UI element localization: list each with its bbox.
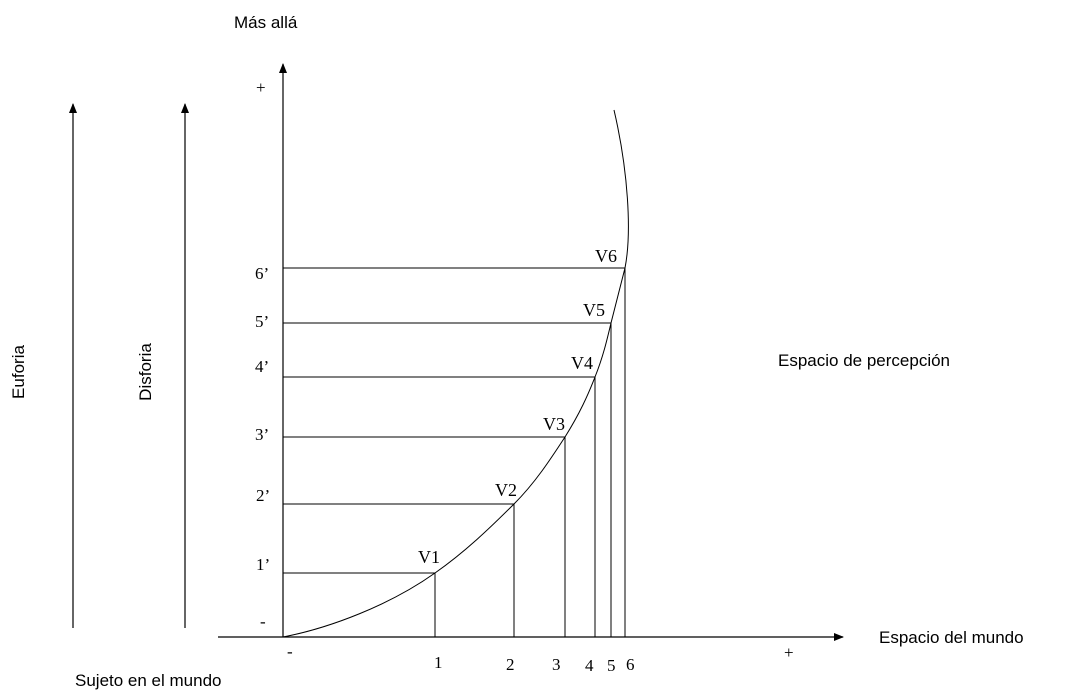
disforia-label: Disforia (136, 343, 155, 401)
point-label-v4: V4 (571, 353, 593, 373)
top-axis-label: Más allá (234, 13, 298, 32)
y-tick-1: 1’ (256, 555, 270, 574)
perception-label: Espacio de percepción (778, 351, 950, 370)
y-tick-5: 5’ (255, 312, 269, 331)
y-minus-sign: - (260, 612, 266, 631)
y-plus-sign: + (256, 78, 266, 97)
x-tick-6: 6 (626, 655, 635, 674)
x-tick-5: 5 (607, 656, 616, 675)
y-tick-2: 2’ (256, 486, 270, 505)
point-label-v1: V1 (418, 547, 440, 567)
x-tick-3: 3 (552, 655, 561, 674)
x-minus-sign: - (287, 642, 293, 661)
euforia-label: Euforia (9, 345, 28, 399)
right-axis-label: Espacio del mundo (879, 628, 1024, 647)
point-label-v2: V2 (495, 480, 517, 500)
origin-label: Sujeto en el mundo (75, 671, 222, 690)
point-label-v6: V6 (595, 246, 617, 266)
x-tick-4: 4 (585, 656, 594, 675)
perception-curve (282, 109, 629, 638)
y-tick-3: 3’ (255, 425, 269, 444)
point-label-v3: V3 (543, 414, 565, 434)
point-label-v5: V5 (583, 300, 605, 320)
x-tick-2: 2 (506, 655, 515, 674)
x-tick-1: 1 (434, 653, 443, 672)
y-tick-6: 6’ (255, 264, 269, 283)
y-tick-4: 4’ (255, 357, 269, 376)
x-plus-sign: + (784, 643, 794, 662)
